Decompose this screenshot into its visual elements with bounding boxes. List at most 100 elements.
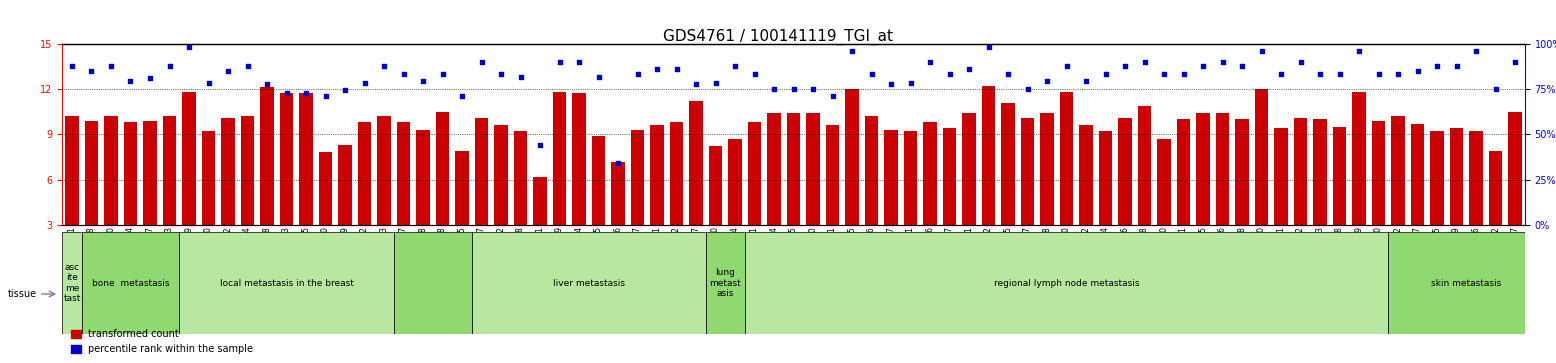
Bar: [1293, 118, 1307, 225]
Bar: [1176, 119, 1190, 225]
Bar: [1254, 89, 1268, 225]
Point: [626, 71, 650, 77]
FancyBboxPatch shape: [82, 232, 179, 334]
Point: [1366, 71, 1391, 77]
Point: [566, 59, 591, 65]
Point: [781, 86, 806, 92]
Point: [761, 86, 786, 92]
Bar: [534, 177, 546, 225]
Bar: [475, 118, 489, 225]
Point: [801, 86, 826, 92]
Bar: [669, 122, 683, 225]
Bar: [708, 146, 722, 225]
Point: [1035, 78, 1060, 84]
Bar: [826, 125, 839, 225]
Bar: [280, 94, 294, 225]
Point: [1346, 48, 1371, 54]
Bar: [1099, 131, 1113, 225]
Bar: [1450, 128, 1464, 225]
Point: [1094, 71, 1119, 77]
Point: [196, 80, 221, 86]
Point: [1229, 63, 1254, 69]
Bar: [358, 122, 372, 225]
Text: local metastasis in the breast: local metastasis in the breast: [219, 279, 353, 287]
Point: [1249, 48, 1274, 54]
Bar: [982, 86, 996, 225]
Bar: [865, 116, 879, 225]
FancyBboxPatch shape: [394, 232, 471, 334]
Bar: [377, 116, 391, 225]
Bar: [591, 136, 605, 225]
Point: [683, 82, 708, 87]
Bar: [1508, 112, 1522, 225]
Text: GDS4761 / 100141119_TGI_at: GDS4761 / 100141119_TGI_at: [663, 29, 893, 45]
Bar: [260, 87, 274, 225]
Point: [1483, 86, 1508, 92]
Point: [937, 71, 962, 77]
Bar: [1469, 131, 1483, 225]
Bar: [319, 152, 333, 225]
Point: [840, 48, 865, 54]
Bar: [1274, 128, 1288, 225]
Bar: [1215, 113, 1229, 225]
Bar: [104, 116, 118, 225]
Point: [509, 74, 534, 80]
Point: [587, 74, 612, 80]
FancyBboxPatch shape: [179, 232, 394, 334]
Point: [1386, 71, 1411, 77]
Bar: [456, 151, 468, 225]
Text: asc
ite
me
tast: asc ite me tast: [64, 263, 81, 303]
Point: [996, 71, 1021, 77]
Point: [644, 66, 669, 72]
Bar: [806, 113, 820, 225]
Point: [1211, 59, 1235, 65]
Bar: [962, 113, 976, 225]
FancyBboxPatch shape: [62, 232, 82, 334]
Text: skin metastasis: skin metastasis: [1432, 279, 1502, 287]
Bar: [1158, 139, 1172, 225]
FancyBboxPatch shape: [471, 232, 706, 334]
Bar: [65, 116, 79, 225]
Point: [703, 80, 728, 86]
Bar: [338, 145, 352, 225]
Point: [1172, 71, 1197, 77]
Point: [411, 78, 436, 84]
Bar: [202, 131, 215, 225]
Bar: [397, 122, 411, 225]
Point: [1133, 59, 1158, 65]
Point: [1464, 48, 1489, 54]
Point: [372, 63, 397, 69]
Point: [1074, 78, 1099, 84]
Point: [664, 66, 689, 72]
Point: [1015, 86, 1039, 92]
Point: [1444, 63, 1469, 69]
Legend: transformed count, percentile rank within the sample: transformed count, percentile rank withi…: [67, 326, 257, 358]
Bar: [1489, 151, 1503, 225]
Bar: [1080, 125, 1092, 225]
Bar: [689, 101, 703, 225]
Bar: [221, 118, 235, 225]
Bar: [299, 94, 313, 225]
Bar: [1021, 118, 1035, 225]
Point: [79, 68, 104, 74]
Point: [548, 59, 573, 65]
Point: [157, 63, 182, 69]
Text: lung
metast
asis: lung metast asis: [710, 268, 741, 298]
Bar: [1411, 124, 1424, 225]
Bar: [495, 125, 507, 225]
Point: [216, 68, 241, 74]
Point: [1268, 71, 1293, 77]
Bar: [650, 125, 664, 225]
Point: [1151, 71, 1176, 77]
Point: [957, 66, 982, 72]
Point: [468, 59, 493, 65]
Point: [255, 82, 280, 87]
FancyBboxPatch shape: [706, 232, 745, 334]
Bar: [943, 128, 957, 225]
Point: [1288, 59, 1313, 65]
Point: [742, 71, 767, 77]
Bar: [552, 92, 566, 225]
Point: [429, 71, 454, 77]
Point: [898, 80, 923, 86]
Bar: [241, 116, 254, 225]
